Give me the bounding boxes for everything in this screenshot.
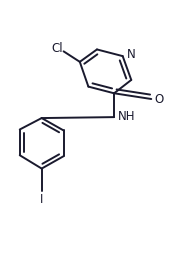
Text: O: O [154, 92, 164, 105]
Text: I: I [40, 193, 43, 206]
Text: Cl: Cl [51, 42, 63, 55]
Text: N: N [127, 48, 136, 61]
Text: NH: NH [118, 110, 135, 123]
